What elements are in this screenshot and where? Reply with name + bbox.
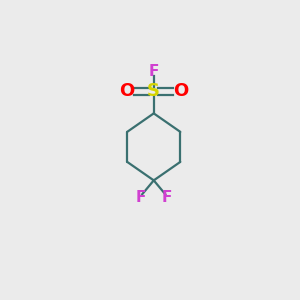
Text: S: S <box>147 82 160 100</box>
Text: O: O <box>119 82 134 100</box>
Text: F: F <box>148 64 159 79</box>
Text: F: F <box>135 190 146 205</box>
Text: F: F <box>162 190 172 205</box>
Text: O: O <box>173 82 188 100</box>
